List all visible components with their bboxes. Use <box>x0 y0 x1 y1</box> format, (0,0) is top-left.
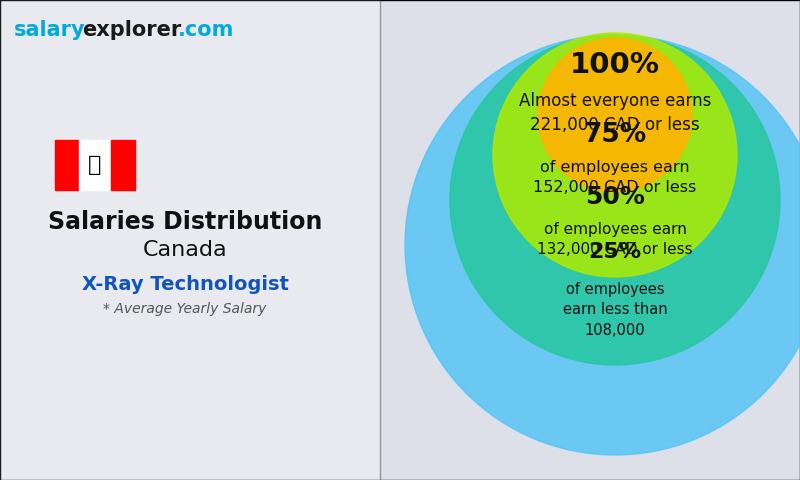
Circle shape <box>538 38 692 192</box>
Text: Canada: Canada <box>142 240 227 260</box>
Text: 50%: 50% <box>585 185 645 209</box>
Circle shape <box>450 35 780 365</box>
Circle shape <box>405 35 800 455</box>
Bar <box>111 140 135 190</box>
Circle shape <box>493 33 737 277</box>
Text: X-Ray Technologist: X-Ray Technologist <box>82 275 289 294</box>
Text: * Average Yearly Salary: * Average Yearly Salary <box>103 302 266 316</box>
Bar <box>55 140 79 190</box>
Text: of employees
earn less than
108,000: of employees earn less than 108,000 <box>562 282 667 338</box>
Bar <box>79 140 111 190</box>
Text: 100%: 100% <box>570 51 660 79</box>
Text: 25%: 25% <box>589 242 642 262</box>
Text: salary: salary <box>14 20 86 40</box>
Text: of employees earn
132,000 CAD or less: of employees earn 132,000 CAD or less <box>537 222 693 257</box>
Text: Almost everyone earns
221,000 CAD or less: Almost everyone earns 221,000 CAD or les… <box>519 92 711 134</box>
FancyBboxPatch shape <box>0 0 380 480</box>
Text: of employees earn
152,000 CAD or less: of employees earn 152,000 CAD or less <box>534 160 697 195</box>
Text: 🍁: 🍁 <box>88 155 102 175</box>
Text: 75%: 75% <box>583 122 646 148</box>
Text: .com: .com <box>178 20 234 40</box>
Text: Salaries Distribution: Salaries Distribution <box>48 210 322 234</box>
Text: explorer: explorer <box>82 20 182 40</box>
